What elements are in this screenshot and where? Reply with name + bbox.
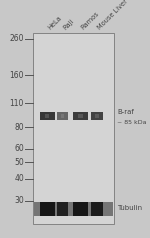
Text: 40: 40	[14, 174, 24, 183]
Bar	[33, 33, 114, 224]
Text: HeLa: HeLa	[47, 15, 63, 31]
Text: 110: 110	[10, 99, 24, 108]
Text: 60: 60	[14, 144, 24, 153]
Text: 50: 50	[14, 158, 24, 167]
Bar	[40, 112, 55, 120]
Text: B-raf: B-raf	[117, 109, 134, 115]
Bar	[73, 112, 88, 120]
Bar	[45, 114, 50, 118]
Text: Mouse Liver: Mouse Liver	[97, 0, 129, 31]
Text: 160: 160	[9, 71, 24, 80]
Text: 260: 260	[9, 34, 24, 43]
Text: 80: 80	[14, 123, 24, 132]
Text: Ramos: Ramos	[80, 11, 101, 31]
Bar	[78, 114, 82, 118]
Bar	[95, 114, 99, 118]
Bar	[57, 202, 68, 216]
Bar	[91, 202, 103, 216]
Text: Raji: Raji	[62, 18, 75, 31]
Bar	[73, 202, 88, 216]
Bar	[61, 114, 64, 118]
Text: Tubulin: Tubulin	[117, 205, 142, 211]
Bar	[40, 202, 55, 216]
Bar	[34, 202, 113, 216]
Bar	[91, 112, 103, 120]
Text: ~ 85 kDa: ~ 85 kDa	[117, 120, 147, 125]
Bar	[57, 112, 68, 120]
Text: 30: 30	[14, 196, 24, 205]
